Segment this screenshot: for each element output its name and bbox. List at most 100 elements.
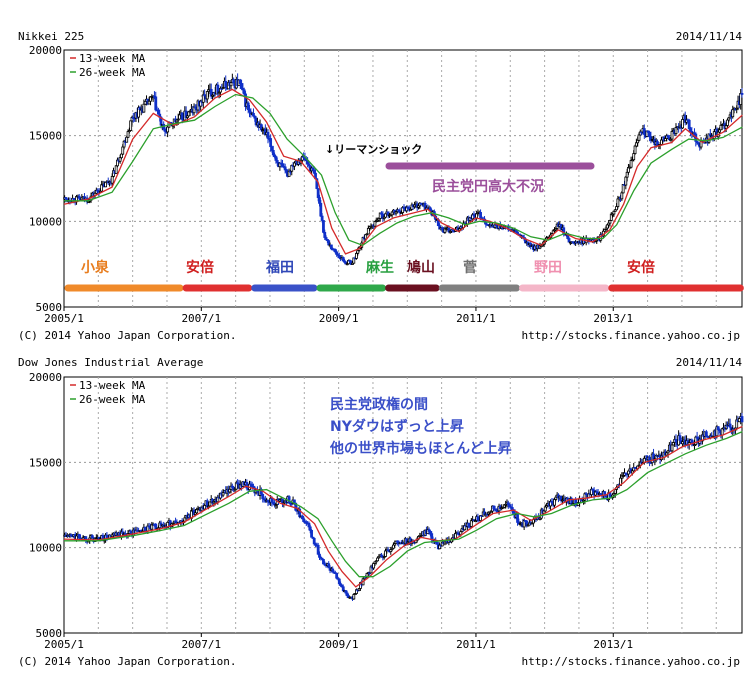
candle-body	[553, 499, 556, 506]
y-tick-label: 15000	[29, 456, 62, 469]
candle-body	[307, 522, 311, 528]
candle-body	[266, 132, 270, 139]
y-tick-label: 20000	[29, 371, 62, 384]
candle-body	[492, 505, 496, 510]
candle-body	[642, 128, 646, 135]
candle-body	[327, 240, 331, 246]
candle-body	[271, 150, 275, 156]
candle-body	[612, 210, 616, 215]
candle-body	[731, 109, 735, 118]
legend-label: 26-week MA	[79, 393, 146, 406]
plot-frame	[63, 49, 743, 308]
candle-body	[270, 497, 274, 503]
ma13-line	[63, 88, 743, 255]
legend-label: 13-week MA	[79, 52, 146, 65]
candle-body	[632, 153, 636, 161]
candle-body	[232, 79, 236, 84]
candle-body	[142, 103, 146, 113]
candle-body	[567, 238, 571, 243]
legend-label: 26-week MA	[79, 66, 146, 79]
candle-body	[355, 252, 358, 259]
candle-body	[238, 79, 242, 84]
pm-label: 菅	[463, 259, 477, 276]
candle-body	[154, 523, 158, 530]
candle-body	[704, 431, 708, 437]
candle-body	[105, 534, 109, 539]
candle-body	[341, 257, 345, 262]
chart-date: 2014/11/14	[675, 356, 742, 369]
candle-body	[479, 212, 482, 219]
pm-label: 安倍	[627, 259, 655, 276]
candle-body	[687, 119, 691, 130]
candle-body	[319, 202, 323, 217]
candle-body	[615, 206, 618, 211]
candle-body	[624, 176, 628, 186]
pm-label: 福田	[265, 259, 294, 276]
y-tick-label: 10000	[29, 542, 62, 555]
dpj-annotation: 民主党円高大不況	[432, 178, 544, 195]
candle-body	[634, 142, 638, 147]
candle-body	[726, 119, 729, 126]
candle-body	[740, 93, 744, 95]
candle-body	[543, 506, 547, 512]
pm-label: 小泉	[81, 259, 110, 276]
x-tick-label: 2007/1	[181, 638, 221, 651]
source-url[interactable]: http://stocks.finance.yahoo.co.jp	[521, 329, 740, 342]
plot-frame	[63, 376, 743, 634]
candle-body	[178, 114, 181, 120]
candle-body	[678, 435, 682, 441]
candle-body	[670, 444, 674, 452]
candle-body	[608, 220, 612, 224]
candle-body	[352, 594, 356, 600]
candle-body	[737, 418, 741, 423]
pm-label: 安倍	[186, 259, 214, 276]
chart-title: Nikkei 225	[18, 30, 85, 43]
candle-body	[329, 244, 333, 250]
candle-body	[376, 557, 379, 562]
candle-body	[366, 227, 370, 235]
candle-body	[373, 221, 377, 227]
ma26-line	[64, 431, 743, 578]
candle-body	[310, 529, 313, 538]
candle-body	[143, 526, 147, 531]
legend-label: 13-week MA	[79, 379, 146, 392]
candle-body	[180, 112, 184, 120]
candle-body	[670, 130, 674, 140]
candle-body	[476, 516, 480, 521]
ma26-line	[64, 93, 743, 247]
candle-body	[246, 102, 250, 111]
source-url[interactable]: http://stocks.finance.yahoo.co.jp	[521, 655, 740, 668]
x-tick-label: 2011/1	[456, 312, 496, 325]
candle-body	[633, 145, 637, 154]
candle-body	[242, 89, 246, 95]
candle-body	[648, 131, 651, 138]
lehman-annotation: ↓リーマンショック	[325, 143, 422, 156]
candle-body	[620, 192, 624, 200]
candle-body	[316, 188, 320, 199]
candle-body	[147, 100, 151, 105]
candle-body	[187, 111, 191, 117]
x-tick-label: 2009/1	[319, 638, 359, 651]
candle-body	[203, 505, 207, 510]
candle-body	[229, 82, 233, 87]
candle-body	[274, 156, 278, 161]
y-tick-label: 20000	[29, 44, 62, 57]
chart-date: 2014/11/14	[675, 30, 742, 43]
candle-body	[660, 139, 663, 145]
candle-body	[270, 146, 274, 151]
candle-body	[390, 211, 394, 216]
candle-body	[157, 109, 160, 115]
candle-body	[605, 224, 609, 229]
candle-body	[125, 136, 129, 143]
candle-body	[205, 91, 209, 100]
candle-body	[516, 514, 519, 523]
chart-title: Dow Jones Industrial Average	[18, 356, 204, 369]
candle-body	[312, 537, 316, 545]
candle-body	[318, 553, 321, 558]
candle-body	[322, 559, 325, 565]
candle-body	[740, 416, 744, 423]
candle-body	[302, 518, 306, 522]
candle-body	[283, 166, 287, 171]
